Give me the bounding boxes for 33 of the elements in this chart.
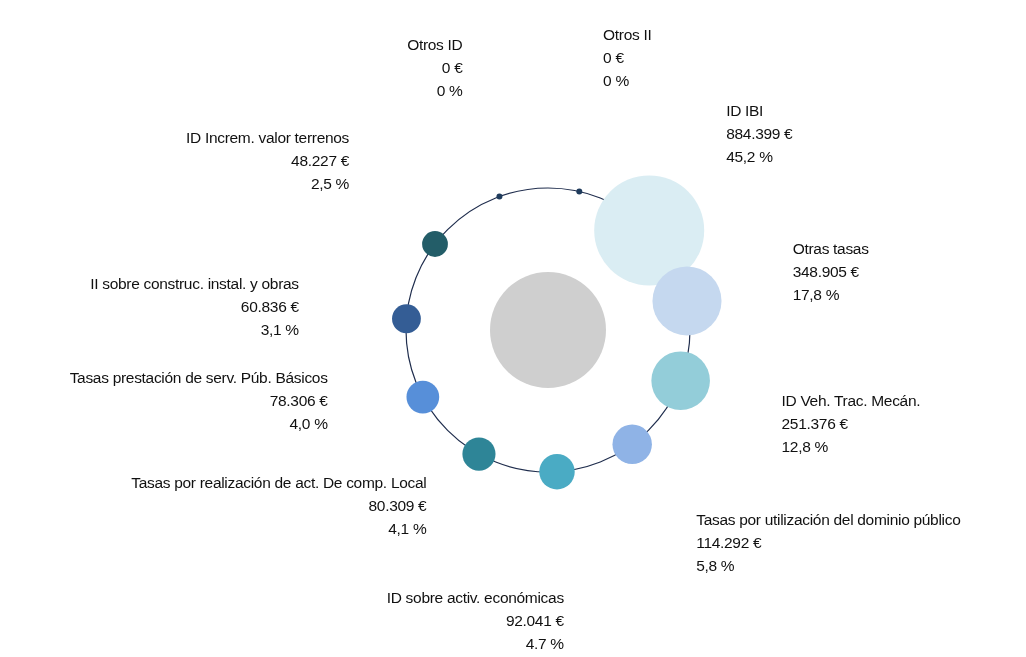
data-label: 251.376 € (781, 414, 849, 432)
data-label: 0 € (441, 59, 464, 77)
data-label: 884.399 € (726, 125, 794, 143)
data-label: 78.306 € (269, 392, 329, 410)
category-label: Tasas prestación de serv. Púb. Básicos (69, 369, 329, 387)
category-label: ID sobre activ. económicas (386, 589, 565, 607)
data-label: 60.836 € (240, 298, 300, 316)
data-label: 0 % (603, 72, 630, 90)
data-label: 3,1 % (260, 321, 300, 339)
data-label: 45,2 % (726, 148, 774, 166)
data-label: 48.227 € (291, 151, 350, 169)
category-label: ID IBI (726, 102, 764, 120)
data-label: 114.292 € (696, 533, 763, 551)
category-label: ID Veh. Trac. Mecán. (781, 391, 921, 409)
data-label: 4.7 % (525, 635, 565, 653)
data-label: 17,8 % (792, 286, 840, 304)
data-label: 0 € (603, 49, 625, 67)
category-label: Otras tasas (792, 240, 870, 258)
category-label: Tasas por realización de act. De comp. Local (131, 474, 427, 492)
data-label: 2,5 % (310, 174, 350, 192)
data-label: 92.041 € (505, 612, 565, 630)
data-label: 4,1 % (388, 520, 427, 538)
category-label: Otros ID (407, 36, 463, 54)
category-label: Tasas por utilización del dominio público (696, 510, 961, 528)
data-label: 80.309 € (368, 497, 428, 515)
data-label: 12,8 % (781, 437, 829, 455)
data-label: 348.905 € (792, 263, 860, 281)
category-label: Otros II (603, 26, 652, 44)
category-label: II sobre construc. instal. y obras (90, 275, 300, 293)
data-label: 0 % (436, 82, 464, 100)
data-label: 5,8 % (696, 556, 735, 574)
data-label: 4,0 % (289, 415, 329, 433)
category-label: ID Increm. valor terrenos (186, 128, 350, 146)
